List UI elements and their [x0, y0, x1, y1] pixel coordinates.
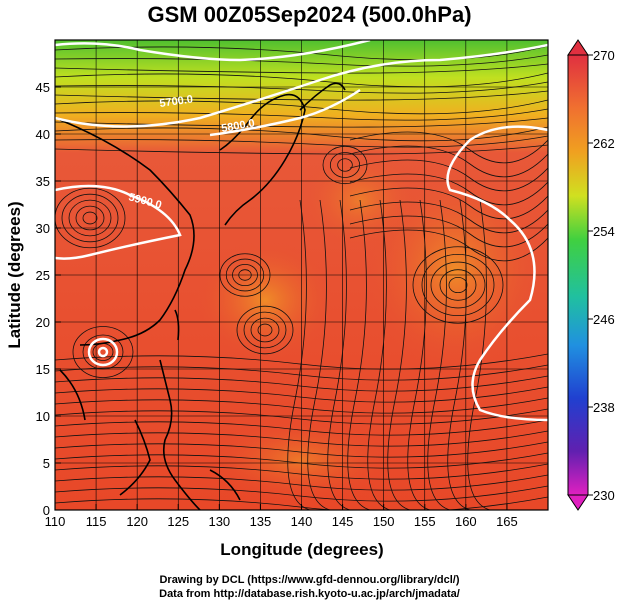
- x-axis-label: Longitude (degrees): [220, 540, 383, 559]
- y-tick-label: 40: [36, 127, 50, 142]
- x-axis: 110 115 120 125 130 135 140 145 150 155 160 165: [45, 504, 518, 529]
- contour-label-5700: 5700.0: [159, 93, 194, 110]
- map-field: 5700.0 5800.0 5900.0: [55, 40, 548, 510]
- x-tick-label: 125: [167, 514, 189, 529]
- x-tick-label: 140: [291, 514, 313, 529]
- colorbar-tick-label: 254: [593, 224, 615, 239]
- x-tick-label: 165: [496, 514, 518, 529]
- colorbar: 270 262 254 246 238 230: [567, 39, 615, 511]
- x-tick-label: 120: [126, 514, 148, 529]
- x-tick-label: 110: [45, 514, 66, 529]
- colorbar-top-arrow: [567, 39, 589, 56]
- geopotential-contours: [55, 40, 548, 422]
- x-tick-label: 135: [250, 514, 272, 529]
- y-tick-label: 10: [36, 409, 50, 424]
- y-tick-label: 45: [36, 80, 50, 95]
- x-tick-label: 130: [208, 514, 230, 529]
- chart-title: GSM 00Z05Sep2024 (500.0hPa): [147, 2, 472, 27]
- colorbar-bar: [567, 54, 589, 496]
- colorbar-tick-label: 246: [593, 312, 615, 327]
- colorbar-tick-label: 270: [593, 48, 615, 63]
- y-tick-label: 15: [36, 362, 50, 377]
- x-tick-label: 150: [373, 514, 395, 529]
- credit-dcl: Drawing by DCL (https://www.gfd-dennou.o…: [159, 574, 460, 586]
- credit-data-source: Data from http://database.rish.kyoto-u.a…: [159, 588, 460, 600]
- y-tick-label: 30: [36, 221, 50, 236]
- y-tick-label: 5: [43, 456, 50, 471]
- colorbar-tick-label: 262: [593, 136, 615, 151]
- streamlines: [55, 45, 548, 510]
- x-tick-label: 155: [414, 514, 436, 529]
- y-tick-label: 20: [36, 315, 50, 330]
- colorbar-tick-label: 238: [593, 400, 615, 415]
- x-tick-label: 160: [455, 514, 477, 529]
- y-axis-label: Latitude (degrees): [5, 201, 24, 348]
- y-axis: 0 5 10 15 20 25 30 35 40 45: [36, 80, 61, 518]
- y-tick-label: 25: [36, 268, 50, 283]
- x-tick-label: 115: [86, 514, 107, 529]
- colorbar-tick-label: 230: [593, 488, 615, 503]
- contour-label-5800: 5800.0: [220, 117, 255, 135]
- y-tick-label: 35: [36, 174, 50, 189]
- x-tick-label: 145: [332, 514, 354, 529]
- coastlines: [59, 82, 346, 510]
- y-tick-label: 0: [43, 503, 50, 518]
- colorbar-bottom-arrow: [567, 494, 589, 511]
